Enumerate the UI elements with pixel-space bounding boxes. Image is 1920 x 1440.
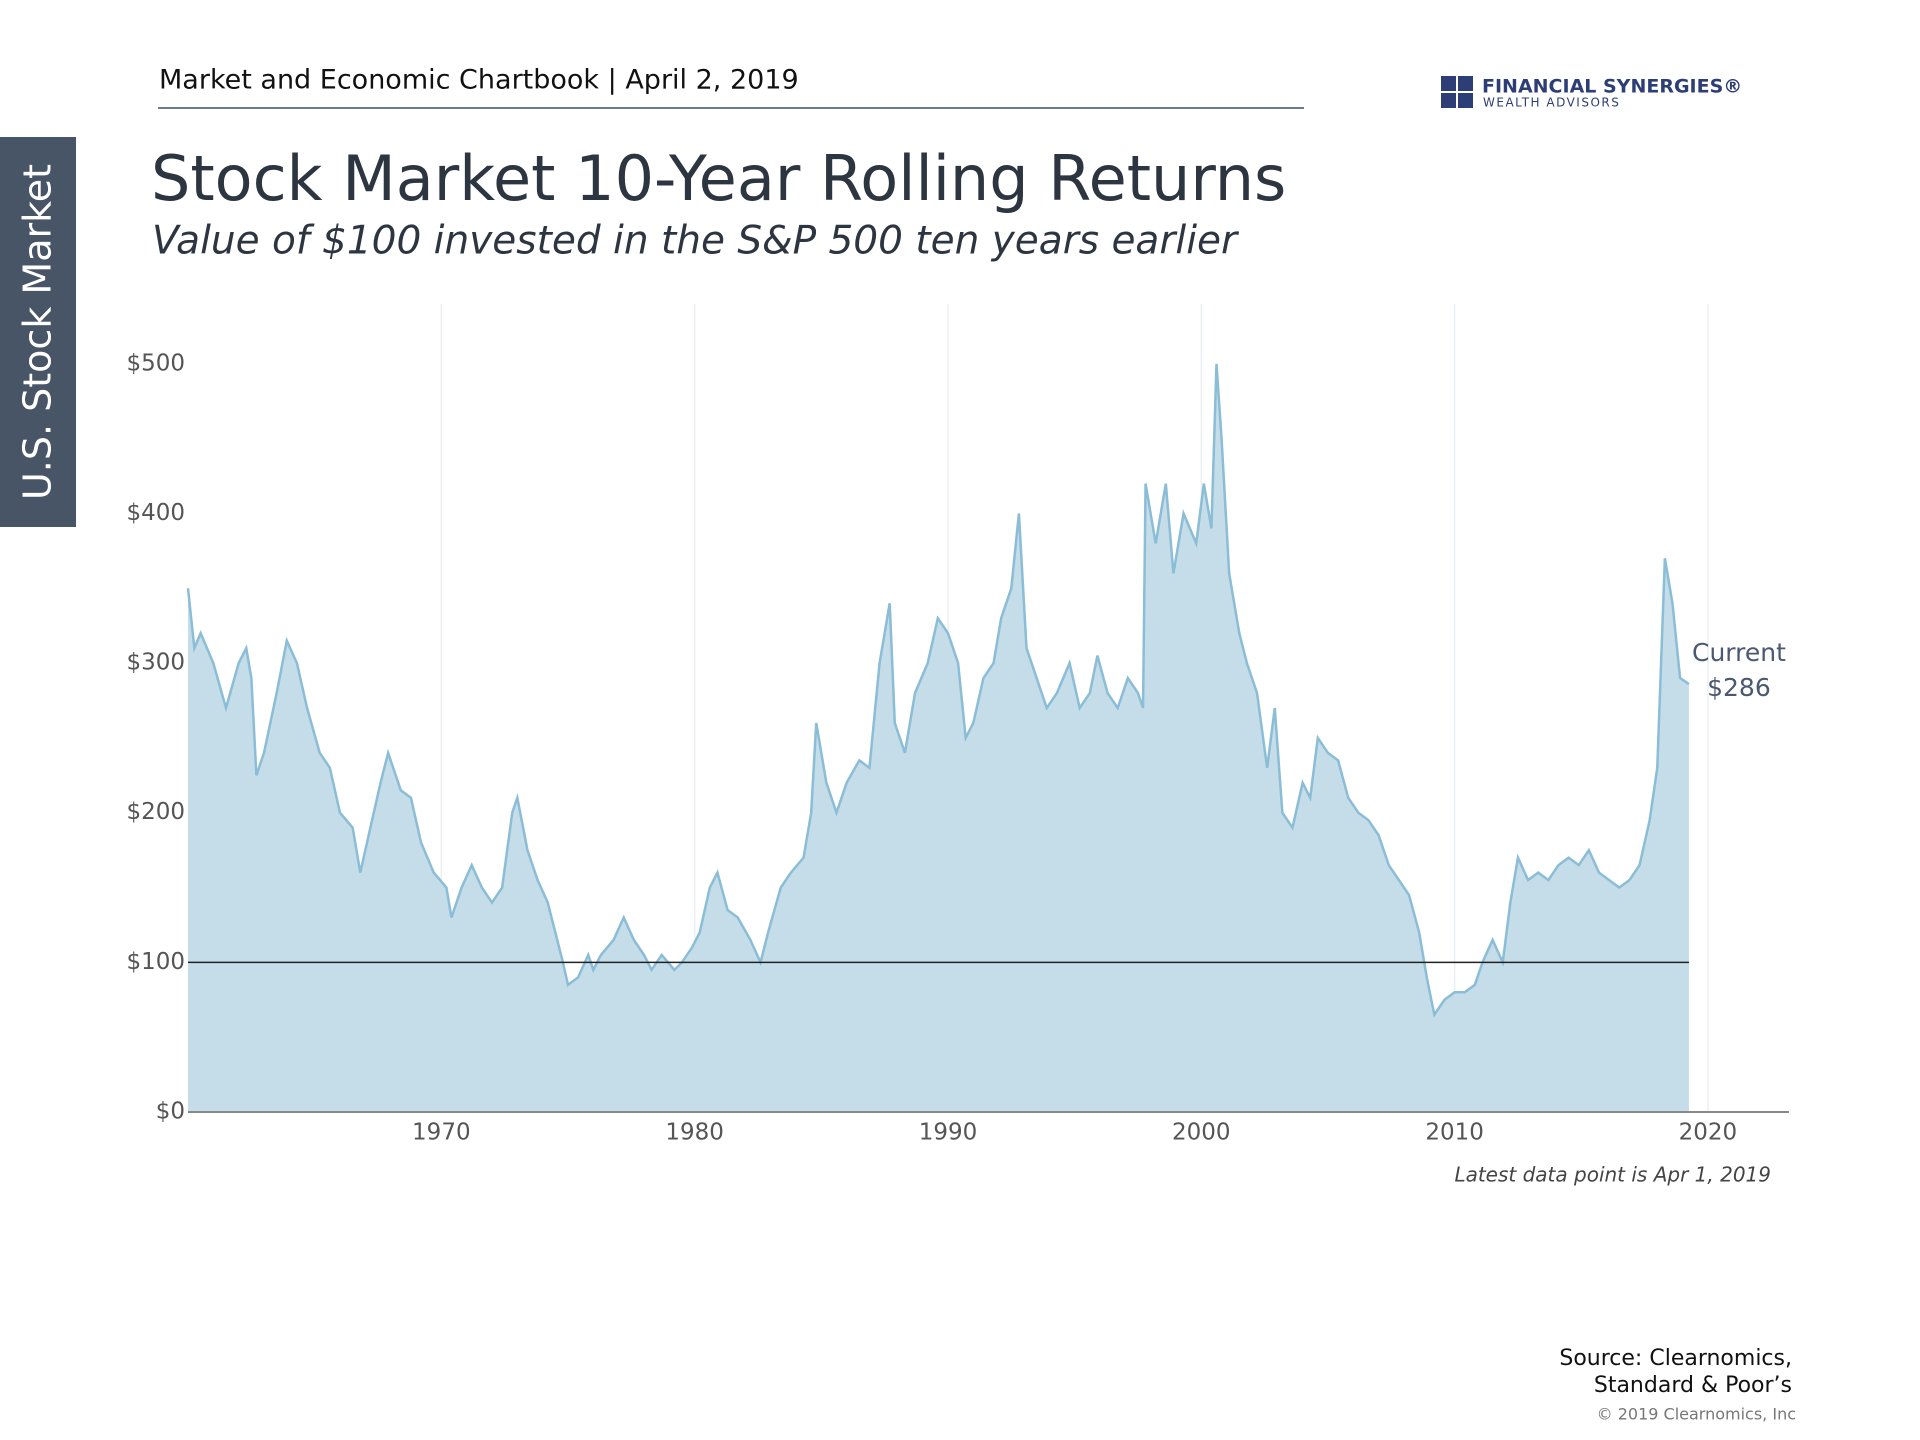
- line: [186, 363, 1690, 1018]
- y-tick-label: $200: [126, 799, 185, 825]
- chart-title: Stock Market 10-Year Rolling Returns: [151, 142, 1286, 215]
- y-tick-label: $400: [126, 500, 185, 526]
- x-tick-label: 2010: [1425, 1120, 1484, 1146]
- y-tick-label: $300: [126, 650, 185, 676]
- logo: FINANCIAL SYNERGIES® WEALTH ADVISORS: [1441, 76, 1742, 110]
- annotation: $286: [1707, 673, 1771, 702]
- x-tick-label: 1990: [919, 1120, 978, 1146]
- source: Source: Clearnomics,: [1559, 1346, 1792, 1371]
- side-tab: [0, 137, 76, 527]
- plot: 1970 1980 1990 2000 2010 2020 $0 $100 $200 $300 $4…: [126, 304, 1789, 1146]
- brand-name: FINANCIAL SYNERGIES®: [1482, 76, 1742, 98]
- x-tick-label: 1980: [665, 1120, 724, 1146]
- y-tick-label: $100: [126, 949, 185, 975]
- y-tick-label: $500: [126, 350, 185, 376]
- annotation: Current: [1692, 638, 1786, 667]
- note: Latest data point is Apr 1, 2019: [1454, 1163, 1771, 1187]
- x-tick-label: 2020: [1679, 1120, 1738, 1146]
- brand-sub: WEALTH ADVISORS: [1483, 96, 1620, 110]
- chart-subtitle: Value of $100 invested in the S&P 500 te…: [152, 219, 1240, 264]
- copyright: © 2019 Clearnomics, Inc: [1597, 1405, 1796, 1424]
- x-tick-label: 1970: [412, 1120, 471, 1146]
- side-tab-label: U.S. Stock Market: [16, 164, 60, 500]
- y-tick-label: $0: [156, 1099, 185, 1125]
- source: Standard & Poor’s: [1594, 1373, 1792, 1398]
- header: Market and Economic Chartbook | April 2,…: [159, 65, 799, 96]
- area: [188, 363, 1689, 1113]
- x-tick-label: 2000: [1172, 1120, 1231, 1146]
